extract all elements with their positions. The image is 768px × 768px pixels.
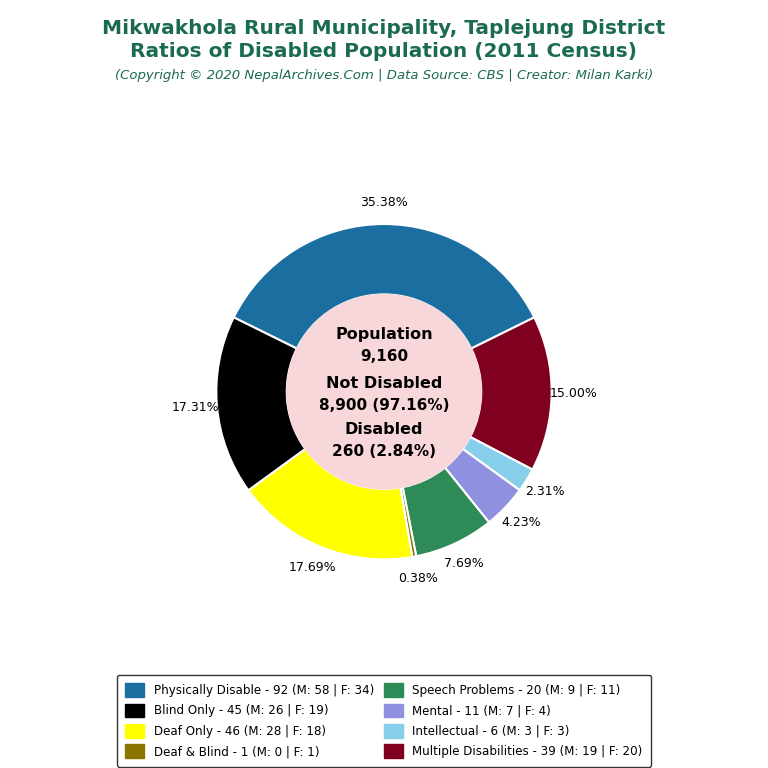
- Wedge shape: [470, 317, 551, 469]
- Text: 17.31%: 17.31%: [171, 401, 219, 414]
- Wedge shape: [445, 449, 520, 522]
- Text: Population: Population: [335, 327, 433, 342]
- Text: 7.69%: 7.69%: [444, 557, 484, 570]
- Text: Mikwakhola Rural Municipality, Taplejung District: Mikwakhola Rural Municipality, Taplejung…: [102, 19, 666, 38]
- Text: 9,160: 9,160: [360, 349, 408, 364]
- Wedge shape: [233, 224, 535, 349]
- Text: 35.38%: 35.38%: [360, 196, 408, 209]
- Text: 17.69%: 17.69%: [289, 561, 336, 574]
- Text: 8,900 (97.16%): 8,900 (97.16%): [319, 398, 449, 412]
- Text: 2.31%: 2.31%: [525, 485, 564, 498]
- Wedge shape: [400, 487, 416, 557]
- Wedge shape: [217, 317, 306, 490]
- Text: 0.38%: 0.38%: [399, 571, 438, 584]
- Text: Disabled: Disabled: [345, 422, 423, 437]
- Text: (Copyright © 2020 NepalArchives.Com | Data Source: CBS | Creator: Milan Karki): (Copyright © 2020 NepalArchives.Com | Da…: [115, 69, 653, 82]
- Wedge shape: [402, 468, 489, 556]
- Text: 15.00%: 15.00%: [550, 388, 598, 400]
- Text: Not Disabled: Not Disabled: [326, 376, 442, 391]
- Text: 260 (2.84%): 260 (2.84%): [332, 444, 436, 459]
- Text: 4.23%: 4.23%: [502, 516, 541, 529]
- Wedge shape: [248, 449, 412, 559]
- Text: Ratios of Disabled Population (2011 Census): Ratios of Disabled Population (2011 Cens…: [131, 42, 637, 61]
- Circle shape: [286, 294, 482, 489]
- Wedge shape: [462, 437, 532, 490]
- Legend: Physically Disable - 92 (M: 58 | F: 34), Blind Only - 45 (M: 26 | F: 19), Deaf O: Physically Disable - 92 (M: 58 | F: 34),…: [117, 675, 651, 766]
